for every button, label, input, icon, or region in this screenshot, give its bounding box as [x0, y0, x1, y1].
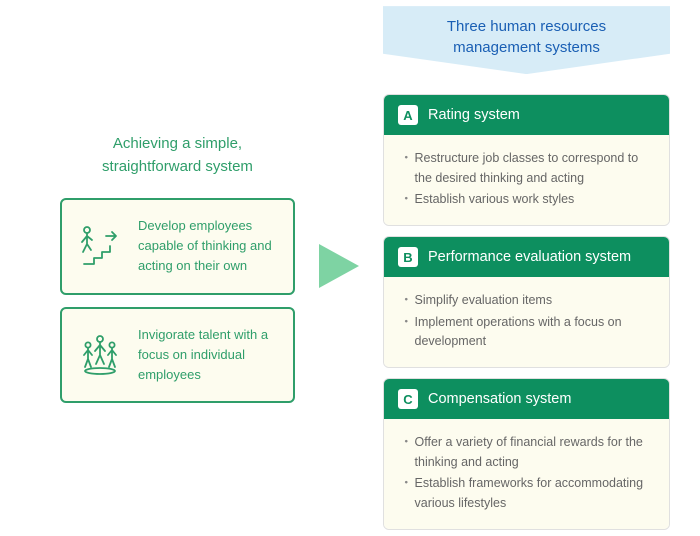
left-card-develop: Develop employees capable of thinking an…	[60, 198, 295, 294]
stairs-person-icon	[76, 222, 124, 270]
system-card-b: B Performance evaluation system Simplify…	[383, 236, 670, 368]
system-head-a: A Rating system	[384, 95, 669, 135]
letter-badge-a: A	[398, 105, 418, 125]
bullet: Restructure job classes to correspond to…	[400, 149, 653, 188]
people-group-icon	[76, 331, 124, 379]
system-body-b: Simplify evaluation items Implement oper…	[384, 277, 669, 367]
arrow-column	[315, 234, 363, 303]
system-card-c: C Compensation system Offer a variety of…	[383, 378, 670, 530]
left-column: Achieving a simple, straightforward syst…	[60, 133, 295, 403]
bullet: Establish frameworks for accommodating v…	[400, 474, 653, 513]
system-body-c: Offer a variety of financial rewards for…	[384, 419, 669, 529]
system-head-b: B Performance evaluation system	[384, 237, 669, 277]
left-card-text-1: Develop employees capable of thinking an…	[138, 216, 279, 276]
left-title: Achieving a simple, straightforward syst…	[102, 133, 253, 178]
letter-badge-c: C	[398, 389, 418, 409]
left-card-invigorate: Invigorate talent with a focus on indivi…	[60, 307, 295, 403]
right-header-line2: management systems	[453, 39, 600, 56]
system-title-a: Rating system	[428, 107, 520, 123]
bullet: Implement operations with a focus on dev…	[400, 313, 653, 352]
left-card-text-2: Invigorate talent with a focus on indivi…	[138, 325, 279, 385]
right-header-line1: Three human resources	[447, 18, 606, 35]
system-body-a: Restructure job classes to correspond to…	[384, 135, 669, 225]
left-title-line1: Achieving a simple,	[113, 135, 242, 152]
diagram-container: Achieving a simple, straightforward syst…	[0, 0, 700, 536]
left-title-line2: straightforward system	[102, 158, 253, 175]
system-card-a: A Rating system Restructure job classes …	[383, 94, 670, 226]
right-column: Three human resources management systems…	[383, 6, 670, 530]
bullet: Simplify evaluation items	[400, 291, 653, 310]
system-head-c: C Compensation system	[384, 379, 669, 419]
arrow-right-icon	[315, 234, 363, 303]
letter-badge-b: B	[398, 247, 418, 267]
right-header-banner: Three human resources management systems	[383, 6, 670, 74]
system-title-c: Compensation system	[428, 391, 571, 407]
system-title-b: Performance evaluation system	[428, 249, 631, 265]
bullet: Offer a variety of financial rewards for…	[400, 433, 653, 472]
bullet: Establish various work styles	[400, 190, 653, 209]
